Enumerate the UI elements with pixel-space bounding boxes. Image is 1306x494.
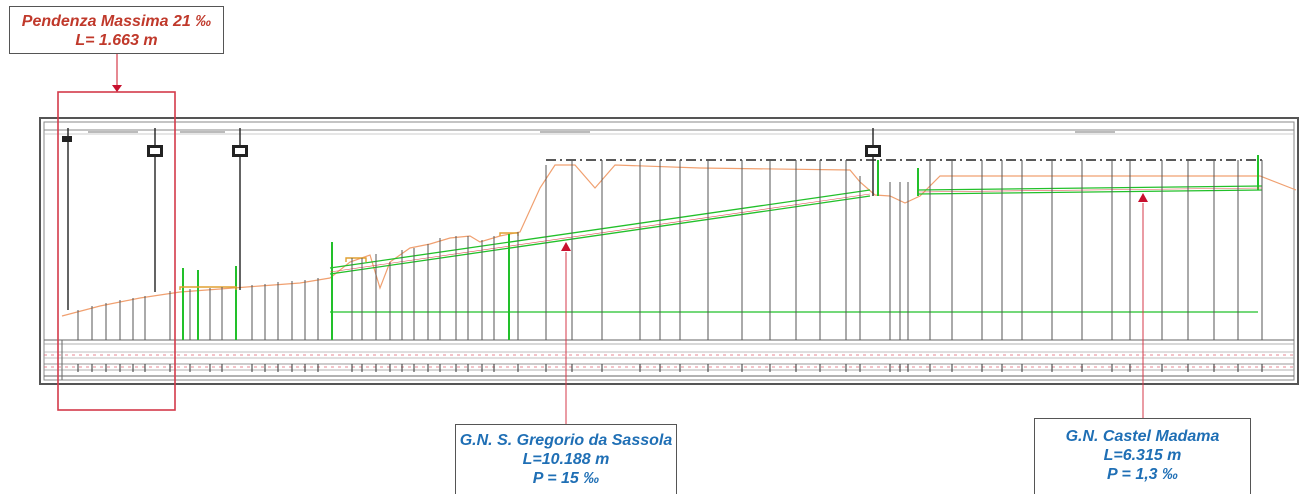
- max-gradient-length: L= 1.663 m: [75, 32, 158, 49]
- track-profile-red-axis: [329, 193, 871, 273]
- gallery-sassola-callout: G.N. S. Gregorio da Sassola L=10.188 m P…: [455, 424, 677, 494]
- max-gradient-callout: Pendenza Massima 21 ‰ L= 1.663 m: [9, 6, 224, 54]
- profile-data-band: [44, 339, 1294, 380]
- pylon-icons: [62, 136, 881, 157]
- gallery-madama-marker: [1138, 193, 1148, 418]
- max-gradient-pointer: [112, 52, 122, 92]
- section-lines: [77, 160, 1263, 340]
- max-gradient-highlight: [57, 91, 176, 411]
- gallery-sassola-name: G.N. S. Gregorio da Sassola: [459, 432, 673, 449]
- max-gradient-title: Pendenza Massima 21 ‰: [21, 13, 212, 30]
- gallery-sassola-marker: [561, 242, 571, 424]
- gallery-madama-gradient: P = 1,3 ‰: [1107, 466, 1178, 483]
- gallery-sassola-gradient: P = 15 ‰: [532, 470, 600, 487]
- chainage-ticks: [77, 364, 1263, 372]
- track-profile: [182, 155, 1263, 340]
- track-profile-red-axis-2: [917, 187, 1263, 193]
- gallery-sassola-length: L=10.188 m: [522, 451, 610, 468]
- gallery-madama-callout: G.N. Castel Madama L=6.315 m P = 1,3 ‰: [1034, 418, 1251, 494]
- gallery-madama-name: G.N. Castel Madama: [1065, 428, 1220, 445]
- gallery-madama-length: L=6.315 m: [1103, 447, 1182, 464]
